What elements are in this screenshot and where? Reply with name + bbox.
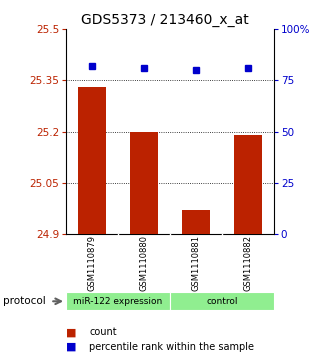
Bar bbox=[182, 210, 210, 234]
Text: miR-122 expression: miR-122 expression bbox=[73, 297, 163, 306]
Text: ■: ■ bbox=[66, 342, 77, 352]
Text: control: control bbox=[206, 297, 238, 306]
Bar bbox=[130, 131, 158, 234]
Text: GSM1110882: GSM1110882 bbox=[244, 235, 252, 291]
Bar bbox=[78, 87, 106, 234]
Text: GDS5373 / 213460_x_at: GDS5373 / 213460_x_at bbox=[81, 13, 249, 27]
Text: protocol: protocol bbox=[3, 296, 46, 306]
Bar bbox=[170, 292, 274, 310]
Bar bbox=[66, 292, 170, 310]
Text: count: count bbox=[89, 327, 117, 337]
Text: percentile rank within the sample: percentile rank within the sample bbox=[89, 342, 254, 352]
Text: GSM1110880: GSM1110880 bbox=[140, 235, 148, 291]
Text: GSM1110879: GSM1110879 bbox=[87, 235, 96, 291]
Text: GSM1110881: GSM1110881 bbox=[191, 235, 200, 291]
Text: ■: ■ bbox=[66, 327, 77, 337]
Bar bbox=[234, 135, 262, 234]
